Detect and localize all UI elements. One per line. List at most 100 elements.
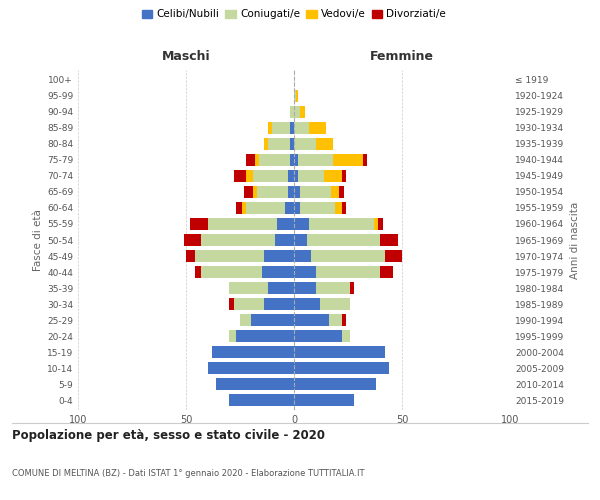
Bar <box>294 394 355 406</box>
Bar <box>240 314 251 326</box>
Bar <box>294 362 389 374</box>
Bar <box>341 314 346 326</box>
Bar <box>380 234 398 246</box>
Bar <box>294 330 341 342</box>
Bar <box>309 218 374 230</box>
Bar <box>294 298 320 310</box>
Bar <box>340 186 344 198</box>
Bar <box>201 234 275 246</box>
Text: Maschi: Maschi <box>161 50 211 62</box>
Bar <box>294 90 296 102</box>
Bar <box>301 202 335 214</box>
Bar <box>333 154 363 166</box>
Bar <box>208 218 277 230</box>
Bar <box>363 154 367 166</box>
Bar <box>290 138 294 150</box>
Bar <box>201 266 262 278</box>
Bar <box>298 170 324 182</box>
Bar <box>194 266 201 278</box>
Bar <box>290 106 294 118</box>
Bar <box>268 282 294 294</box>
Bar <box>294 186 301 198</box>
Bar <box>247 154 255 166</box>
Bar <box>251 314 294 326</box>
Bar <box>229 298 233 310</box>
Bar <box>229 330 236 342</box>
Bar <box>331 186 340 198</box>
Bar <box>247 170 253 182</box>
Bar <box>253 186 257 198</box>
Bar <box>233 170 247 182</box>
Bar <box>341 330 350 342</box>
Bar <box>294 314 329 326</box>
Bar <box>290 122 294 134</box>
Bar <box>264 298 294 310</box>
Bar <box>298 154 333 166</box>
Bar <box>385 250 402 262</box>
Bar <box>320 298 350 310</box>
Bar <box>236 202 242 214</box>
Y-axis label: Anni di nascita: Anni di nascita <box>569 202 580 278</box>
Bar <box>272 122 290 134</box>
Bar <box>294 138 316 150</box>
Y-axis label: Fasce di età: Fasce di età <box>33 209 43 271</box>
Bar <box>286 202 294 214</box>
Bar <box>277 218 294 230</box>
Bar <box>287 186 294 198</box>
Bar <box>335 202 341 214</box>
Bar <box>253 170 287 182</box>
Bar <box>294 346 385 358</box>
Bar <box>259 154 290 166</box>
Bar <box>287 170 294 182</box>
Text: Popolazione per età, sesso e stato civile - 2020: Popolazione per età, sesso e stato civil… <box>12 430 325 442</box>
Bar <box>294 378 376 390</box>
Bar <box>290 154 294 166</box>
Bar <box>341 202 346 214</box>
Bar <box>294 266 316 278</box>
Bar <box>307 234 380 246</box>
Bar <box>262 266 294 278</box>
Bar <box>294 202 301 214</box>
Bar <box>186 250 194 262</box>
Bar <box>264 138 268 150</box>
Bar <box>268 122 272 134</box>
Bar <box>294 122 309 134</box>
Bar <box>233 298 264 310</box>
Text: Femmine: Femmine <box>370 50 434 62</box>
Bar <box>268 138 290 150</box>
Bar <box>184 234 201 246</box>
Bar <box>301 186 331 198</box>
Bar <box>350 282 355 294</box>
Bar <box>378 218 383 230</box>
Bar <box>229 282 268 294</box>
Bar <box>294 218 309 230</box>
Bar <box>309 122 326 134</box>
Bar <box>257 186 287 198</box>
Bar <box>190 218 208 230</box>
Bar <box>216 378 294 390</box>
Bar <box>380 266 394 278</box>
Bar <box>294 282 316 294</box>
Bar <box>208 362 294 374</box>
Bar <box>341 170 346 182</box>
Bar <box>374 218 378 230</box>
Bar <box>324 170 341 182</box>
Bar <box>242 202 247 214</box>
Bar <box>316 282 350 294</box>
Bar <box>311 250 385 262</box>
Bar <box>275 234 294 246</box>
Bar <box>255 154 259 166</box>
Bar <box>247 202 286 214</box>
Bar <box>229 394 294 406</box>
Bar <box>294 234 307 246</box>
Bar <box>294 154 298 166</box>
Bar <box>194 250 264 262</box>
Bar <box>301 106 305 118</box>
Bar <box>212 346 294 358</box>
Bar <box>236 330 294 342</box>
Text: COMUNE DI MELTINA (BZ) - Dati ISTAT 1° gennaio 2020 - Elaborazione TUTTITALIA.IT: COMUNE DI MELTINA (BZ) - Dati ISTAT 1° g… <box>12 468 365 477</box>
Bar <box>264 250 294 262</box>
Bar <box>316 138 333 150</box>
Legend: Celibi/Nubili, Coniugati/e, Vedovi/e, Divorziati/e: Celibi/Nubili, Coniugati/e, Vedovi/e, Di… <box>137 5 451 24</box>
Bar <box>294 250 311 262</box>
